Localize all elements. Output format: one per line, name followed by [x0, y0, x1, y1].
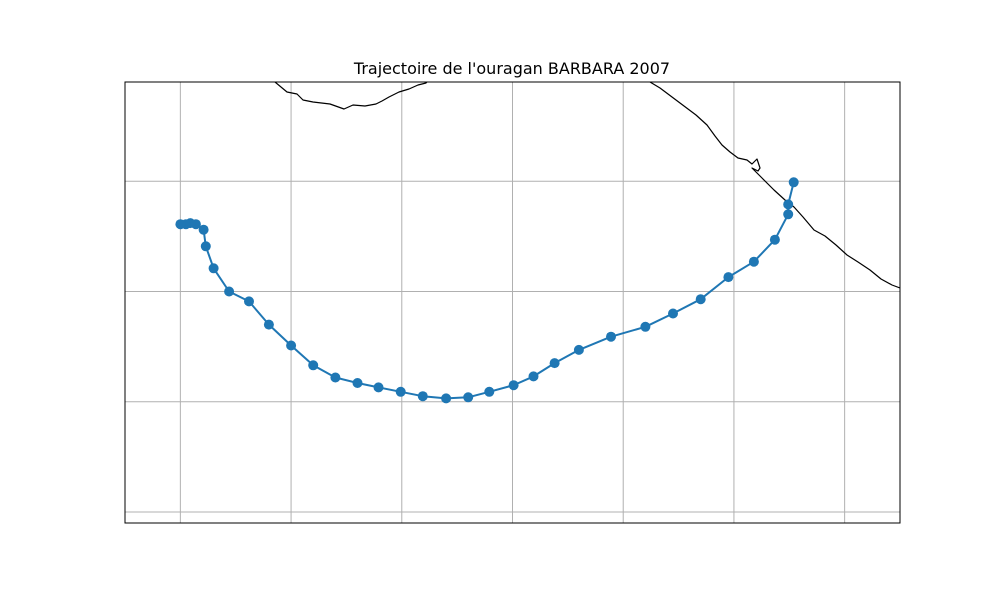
track-point-24 [263, 319, 274, 330]
track-point-11 [549, 358, 560, 369]
track-point-1 [783, 199, 794, 210]
track-point-27 [208, 263, 219, 274]
track-point-22 [308, 360, 319, 371]
plot-area [125, 82, 900, 523]
track-point-20 [352, 378, 363, 388]
track-point-23 [286, 340, 297, 351]
track-point-0 [788, 177, 799, 188]
gridlines [125, 82, 900, 523]
track-point-28 [200, 241, 211, 252]
track-point-13 [508, 380, 519, 391]
track-point-15 [463, 392, 474, 403]
track-point-25 [244, 296, 254, 307]
track-point-4 [748, 256, 759, 267]
track-point-16 [441, 393, 452, 404]
map-frame [124, 81, 901, 524]
track-point-10 [573, 344, 584, 355]
track-point-21 [330, 372, 341, 383]
track-point-29 [198, 224, 209, 235]
track-point-3 [769, 234, 780, 245]
track-line [180, 182, 795, 400]
track-point-2 [783, 209, 794, 220]
track-point-17 [417, 391, 428, 402]
track-point-19 [373, 382, 384, 393]
chart-title: Trajectoire de l'ouragan BARBARA 2007 [353, 59, 670, 78]
track-point-8 [640, 321, 651, 332]
track-point-33 [175, 219, 186, 230]
track-point-12 [528, 371, 539, 382]
track-point-6 [695, 294, 706, 305]
track-point-26 [224, 286, 235, 297]
coastline-east [649, 82, 900, 289]
track-point-5 [723, 272, 734, 283]
track-point-7 [668, 308, 678, 319]
track-point-18 [395, 386, 406, 397]
track-point-14 [484, 386, 495, 397]
hurricane-track [175, 177, 799, 404]
track-point-9 [606, 331, 616, 342]
coastline-north [274, 82, 428, 110]
